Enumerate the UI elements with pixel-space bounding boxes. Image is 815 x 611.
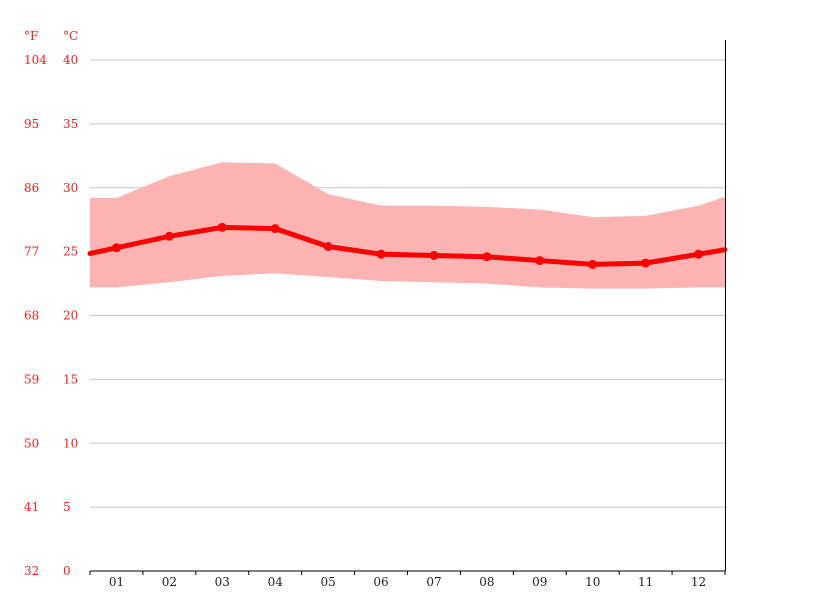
y-tick-label-fahrenheit: 68 bbox=[24, 309, 39, 323]
y-tick-label-celsius: 10 bbox=[63, 436, 78, 450]
x-tick-label: 12 bbox=[691, 575, 706, 589]
mean-point bbox=[641, 258, 651, 268]
x-tick-label: 11 bbox=[638, 575, 653, 589]
mean-line bbox=[87, 224, 728, 267]
y-tick-label-celsius: 25 bbox=[63, 245, 78, 259]
y-tick-label-fahrenheit: 50 bbox=[24, 436, 39, 450]
y-tick-label-celsius: 5 bbox=[63, 500, 71, 514]
y-tick-label-fahrenheit: 41 bbox=[24, 500, 39, 514]
y-tick-label-fahrenheit: 104 bbox=[24, 53, 47, 67]
y-tick-label-celsius: 40 bbox=[63, 53, 78, 67]
tick-labels: 0 32 5 41 10 50 15 59 20 68 25 77 30 86 35 95 40 104 01 02 0… bbox=[24, 53, 706, 589]
x-tick-label: 01 bbox=[109, 575, 124, 589]
y-tick-label-fahrenheit: 59 bbox=[24, 372, 39, 386]
y-tick-label-celsius: 30 bbox=[63, 181, 78, 195]
x-tick-label: 07 bbox=[426, 575, 441, 589]
x-tick-label: 09 bbox=[532, 575, 547, 589]
mean-point bbox=[535, 256, 545, 266]
y-tick-label-fahrenheit: 77 bbox=[24, 245, 39, 259]
mean-temperature-series bbox=[87, 222, 728, 269]
mean-point bbox=[376, 249, 386, 259]
range-band-area bbox=[90, 162, 725, 289]
mean-point bbox=[323, 242, 333, 252]
y-tick-label-celsius: 20 bbox=[63, 309, 78, 323]
mean-point bbox=[429, 250, 439, 260]
y-tick-label-fahrenheit: 32 bbox=[24, 564, 39, 578]
mean-point bbox=[217, 222, 227, 232]
x-tick-label: 08 bbox=[479, 575, 494, 589]
y-tick-label-fahrenheit: 86 bbox=[24, 181, 39, 195]
y-tick-label-celsius: 15 bbox=[63, 372, 78, 386]
temperature-range-band bbox=[90, 162, 725, 289]
y-tick-label-fahrenheit: 95 bbox=[24, 117, 39, 131]
x-tick-label: 04 bbox=[268, 575, 284, 589]
mean-point bbox=[111, 243, 121, 253]
x-tick-label: 06 bbox=[373, 575, 388, 589]
mean-point bbox=[164, 231, 174, 241]
celsius-unit-label: °C bbox=[63, 29, 78, 43]
y-tick-label-celsius: 0 bbox=[63, 564, 71, 578]
y-tick-label-celsius: 35 bbox=[63, 117, 78, 131]
mean-point bbox=[588, 259, 598, 269]
axes bbox=[89, 40, 726, 575]
mean-point bbox=[482, 252, 492, 262]
x-tick-label: 02 bbox=[162, 575, 177, 589]
fahrenheit-unit-label: °F bbox=[24, 29, 38, 43]
x-tick-label: 05 bbox=[320, 575, 335, 589]
mean-point bbox=[694, 249, 704, 259]
x-tick-label: 10 bbox=[585, 575, 600, 589]
mean-point bbox=[270, 224, 280, 234]
x-tick-label: 03 bbox=[215, 575, 230, 589]
